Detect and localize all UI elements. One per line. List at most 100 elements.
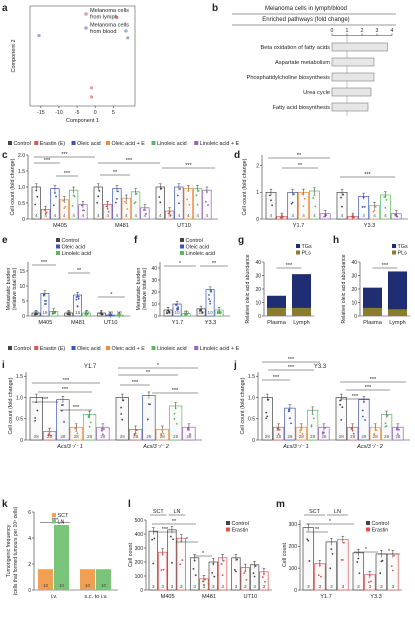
panel-h-legend-tgs: TGs [398, 244, 408, 250]
panel-f-bar-oleic-point [210, 290, 213, 292]
panel-l-n-label: 3 [152, 584, 155, 589]
panel-d-n-label: 4 [302, 213, 305, 218]
panel-l-n-label: 3 [263, 584, 266, 589]
panel-m-y-tick-label: 0 [294, 588, 297, 594]
panel-m-bar-point [320, 575, 322, 578]
legend-treatments-top-swatch-oleic [71, 141, 76, 145]
panel-l-bar-point [180, 540, 183, 542]
panel-m-bar-point [329, 567, 332, 570]
panel-d-bar-linoleic-point [314, 205, 317, 208]
pca-x-tick-label: -10 [55, 110, 63, 116]
panel-i-bar-control-point [34, 419, 37, 422]
panel-i-bar-linoleic-point [175, 422, 178, 425]
legend-e-entry-oleic: Oleic acid [62, 245, 86, 251]
panel-i-bar-linoleic_e-point [102, 433, 104, 436]
panel-j-n-label: 28 [361, 434, 367, 439]
panel-e-n-label: 19 [42, 310, 48, 315]
panel-l-bar-point [254, 565, 257, 567]
panel-g-bar-pls [292, 307, 311, 316]
panel-l-sig-label: *** [162, 527, 169, 533]
panel-d-bar-erastin-point [353, 216, 355, 219]
panel-m-bar-point [341, 559, 344, 561]
panel-l-y-tick-label: 500 [135, 518, 144, 524]
panel-e-y-tick-label: 15 [19, 269, 25, 275]
panel-l-bar-point [194, 574, 197, 577]
panel-e-bar-oleic-point [75, 296, 78, 298]
pathway-category-label: Urea cycle [303, 90, 330, 96]
panel-c-bar-oleic_e-point [126, 208, 129, 210]
panel-d-bar-oleic-point [363, 205, 366, 208]
panel-f-y-tick-label: 30 [151, 278, 157, 284]
panel-h-legend-swatch-pls [392, 250, 396, 255]
panel-i-y-tick-label: 1.5 [16, 374, 23, 380]
panel-j-sig-label: *** [370, 377, 377, 383]
panel-l-bar-point [221, 574, 224, 577]
panel-l-bar-point [212, 562, 215, 565]
panel-c-y-tick-label: 1.0 [18, 185, 25, 191]
panel-j-n-label: 28 [395, 434, 401, 439]
panel-i-bar-oleic-point [60, 409, 63, 412]
panel-m-n-label: 3 [357, 584, 360, 589]
panel-c-bar-oleic-point [54, 192, 56, 194]
panel-l-y-tick-label: 100 [135, 574, 144, 580]
panel-j-bar-linoleic-point [310, 424, 313, 427]
panel-c-bar-control-point [35, 189, 38, 192]
panel-c-bar-control-point [97, 195, 100, 198]
panel-m-y-tick-label: 200 [289, 544, 298, 550]
panel-c-bar-linoleic-point [73, 195, 76, 198]
panel-c-bar-erastin-point [107, 210, 110, 213]
panel-f-bar-oleic-point [209, 302, 212, 305]
panel-i-n-label: 28 [47, 434, 53, 439]
panel-d-bar-oleic_e-point [373, 209, 376, 212]
panel-l-legend-control: Control [232, 521, 249, 527]
panel-e-bar-control-point [34, 313, 36, 316]
legend-treatments-bottom-entry-linoleic: Linoleic acid [157, 346, 187, 352]
panel-j-bar-linoleic_e-point [398, 428, 400, 431]
pathway-x-tick-label: 2 [361, 28, 364, 34]
panel-i-bar-linoleic_e-point [188, 428, 190, 431]
panel-i-bar-oleic_e-point [160, 432, 163, 435]
panel-f-group-label: Y1.7 [172, 320, 184, 326]
panel-e-bar-linoleic-point [84, 313, 87, 316]
panel-g-category-label: Plasma [267, 320, 287, 326]
panel-c-bar-oleic-point [116, 197, 118, 200]
panel-l-bar-point [261, 576, 264, 578]
panel-l-bar-point [193, 559, 196, 562]
panel-k-n-label: 10 [85, 583, 91, 588]
panel-i-bar-oleic-point [63, 420, 65, 423]
panel-d-y-tick-label: 1 [256, 190, 259, 196]
panel-e-y-tick-label: 0 [22, 314, 25, 320]
panel-l-bar-point [236, 558, 238, 561]
pca-point-blood [124, 29, 128, 33]
panel-d-sig-label: *** [364, 172, 371, 178]
panel-i-bar-oleic-point [146, 418, 149, 421]
panel-e-bar-control-point [36, 313, 39, 316]
panel-label-e: e [2, 235, 8, 246]
panel-m-legend-erastin: Erastin [372, 528, 389, 534]
panel-l-n-label: 3 [235, 584, 238, 589]
panel-l-bar-point [235, 570, 237, 573]
panel-c-n-label: 4 [106, 213, 109, 218]
panel-l-sig-label: * [202, 551, 205, 557]
panel-m-bar-point [308, 560, 311, 562]
panel-j-bar-oleic_e-point [301, 433, 304, 435]
panel-e-bar-control-point [67, 312, 70, 315]
panel-h-sig-label: *** [382, 263, 389, 269]
panel-h-category-label: Plasma [363, 320, 383, 326]
panel-l-y-tick-label: 400 [135, 532, 144, 538]
pathway-bar [331, 42, 388, 52]
panel-label-c: c [2, 150, 8, 161]
panel-c-bar-oleic_e-point [188, 203, 191, 206]
panel-f-bar-oleic-point [209, 300, 212, 303]
panel-i-bar-linoleic-point [174, 407, 177, 410]
panel-e-bar-control-point [68, 313, 71, 316]
panel-g-y-tick-label: 20 [255, 287, 261, 293]
panel-l-bar-point [201, 580, 204, 583]
legend-treatments-top-entry-oleic_e: Oleic acid + E [112, 141, 146, 147]
panel-l-sig-label: * [186, 537, 189, 543]
panel-j-bar-control-point [266, 415, 269, 418]
panel-e-n-label: 20 [33, 310, 39, 315]
panel-f-bar-oleic-point [175, 303, 177, 306]
panel-k-bar-sct [80, 569, 95, 590]
